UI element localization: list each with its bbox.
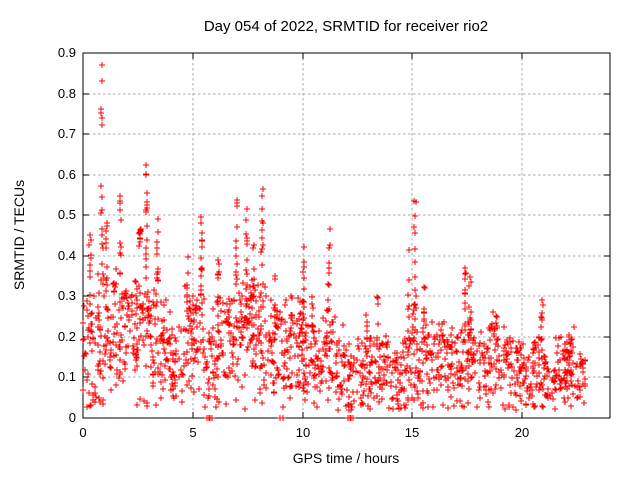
y-tick-label: 0.7 (58, 126, 76, 141)
y-tick-label: 0.3 (58, 288, 76, 303)
y-tick-label: 0.9 (58, 45, 76, 60)
x-tick-label: 5 (189, 425, 196, 440)
y-tick-label: 0.5 (58, 207, 76, 222)
chart-title: Day 054 of 2022, SRMTID for receiver rio… (204, 18, 488, 35)
x-tick-label: 15 (405, 425, 419, 440)
y-tick-label: 0 (69, 410, 76, 425)
x-axis-label: GPS time / hours (293, 450, 400, 466)
data-points-path (80, 62, 588, 421)
y-axis-label: SRMTID / TECUs (11, 180, 27, 290)
y-tick-label: 0.2 (58, 329, 76, 344)
x-tick-label: 10 (296, 425, 310, 440)
x-tick-label: 20 (515, 425, 529, 440)
scatter-points (80, 62, 588, 421)
y-tick-label: 0.4 (58, 248, 76, 263)
y-tick-label: 0.1 (58, 369, 76, 384)
grid-lines (83, 53, 610, 418)
tick-labels: 0 5 10 15 20 0 0.1 0.2 0.3 0.4 0.5 0.6 0.7 0.8 0.9 (58, 45, 529, 440)
y-tick-label: 0.6 (58, 167, 76, 182)
y-tick-label: 0.8 (58, 86, 76, 101)
axis-ticks (82, 52, 610, 419)
x-tick-label: 0 (79, 425, 86, 440)
